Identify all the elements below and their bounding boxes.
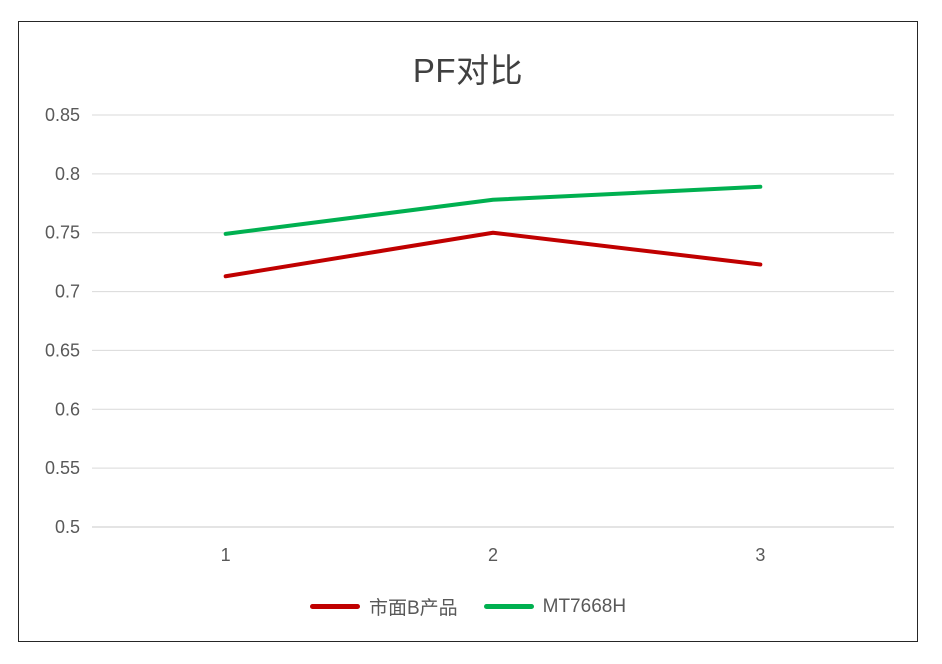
y-tick-label: 0.65: [45, 340, 80, 360]
chart-frame[interactable]: [18, 21, 918, 642]
legend: 市面B产品 MT7668H: [18, 593, 918, 620]
legend-label: 市面B产品: [368, 598, 458, 619]
y-tick-label: 0.75: [45, 223, 80, 243]
x-tick-label: 2: [488, 545, 498, 565]
y-tick-label: 0.5: [55, 517, 80, 537]
y-tick-label: 0.55: [45, 458, 80, 478]
legend-item[interactable]: MT7668H: [483, 595, 627, 618]
legend-label: MT7668H: [542, 595, 627, 617]
legend-swatch-line: [309, 604, 360, 609]
y-tick-label: 0.8: [55, 164, 80, 184]
x-tick-label: 1: [221, 545, 231, 565]
y-tick-label: 0.7: [55, 282, 80, 302]
chart-title[interactable]: PF对比: [412, 52, 524, 89]
x-tick-label: 3: [755, 545, 765, 565]
y-tick-label: 0.85: [45, 105, 80, 125]
series-line-1[interactable]: [223, 184, 763, 236]
series-line-0[interactable]: [223, 230, 763, 279]
legend-swatch-line: [483, 604, 534, 609]
y-tick-label: 0.6: [55, 399, 80, 419]
legend-item[interactable]: 市面B产品: [309, 593, 458, 620]
